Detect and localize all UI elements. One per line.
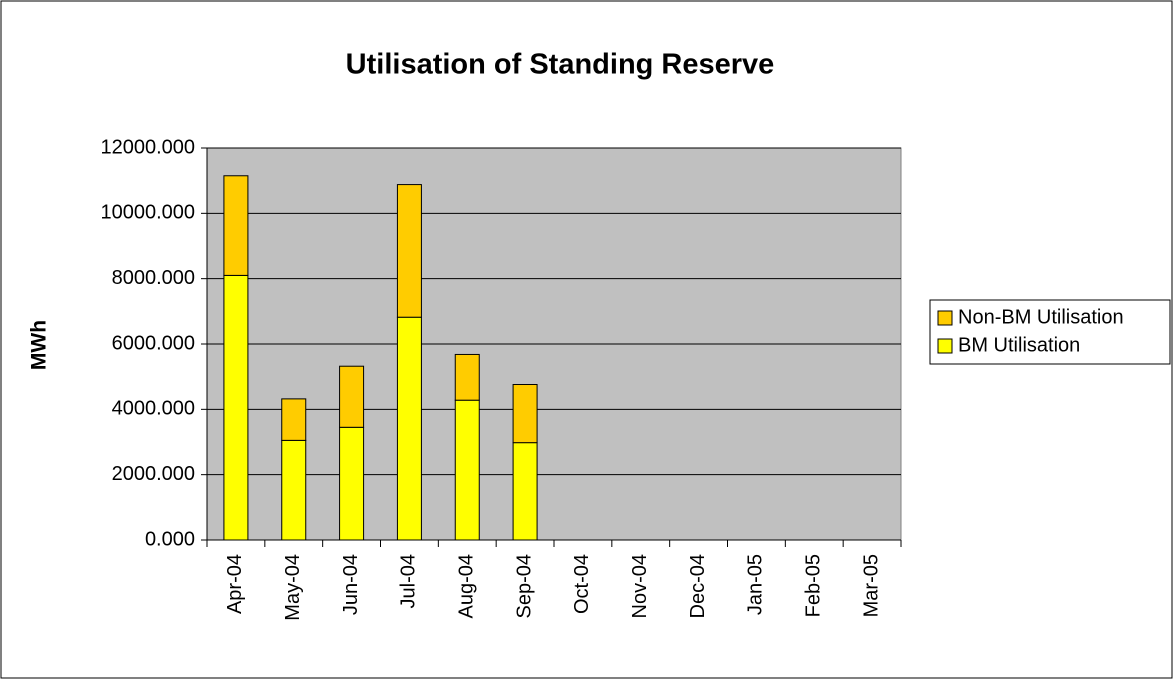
- y-tick-label: 8000.000: [112, 267, 195, 289]
- bar-segment: [454, 353, 480, 401]
- legend-label: Non-BM Utilisation: [958, 306, 1124, 328]
- legend-swatch: [937, 338, 953, 354]
- y-axis-label: MWh: [28, 320, 51, 370]
- x-tick-label: Jan-05: [745, 554, 767, 615]
- x-tick-label: Aug-04: [456, 554, 478, 619]
- bar-segment: [396, 316, 422, 541]
- bar-segment: [454, 399, 480, 541]
- y-tick-label: 6000.000: [112, 332, 195, 354]
- bar-segment: [223, 274, 249, 541]
- chart-title: Utilisation of Standing Reserve: [346, 49, 775, 81]
- x-tick-label: Jul-04: [398, 554, 420, 608]
- y-tick-label: 2000.000: [112, 463, 195, 485]
- x-tick-label: Oct-04: [571, 554, 593, 614]
- bar-segment: [339, 365, 365, 428]
- x-tick-label: Mar-05: [860, 554, 882, 617]
- x-tick-label: Dec-04: [687, 554, 709, 618]
- bar-segment: [512, 442, 538, 541]
- bar-segment: [223, 175, 249, 276]
- x-tick-label: Jun-04: [340, 554, 362, 615]
- y-tick-label: 10000.000: [100, 202, 195, 224]
- y-tick-label: 4000.000: [112, 398, 195, 420]
- x-tick-label: Apr-04: [224, 554, 246, 614]
- legend-swatch: [937, 310, 953, 326]
- x-tick-label: Sep-04: [513, 554, 535, 619]
- x-tick-label: Feb-05: [803, 554, 825, 617]
- bar-segment: [339, 426, 365, 541]
- x-tick-label: May-04: [282, 554, 304, 621]
- bar-segment: [281, 439, 307, 541]
- bar-segment: [512, 384, 538, 444]
- bar-segment: [281, 398, 307, 441]
- y-tick-label: 12000.000: [100, 136, 195, 158]
- y-tick-label: 0.000: [145, 528, 195, 550]
- legend-box: [929, 299, 1171, 365]
- bar-segment: [396, 184, 422, 318]
- legend-label: BM Utilisation: [958, 334, 1080, 356]
- x-tick-label: Nov-04: [629, 554, 651, 618]
